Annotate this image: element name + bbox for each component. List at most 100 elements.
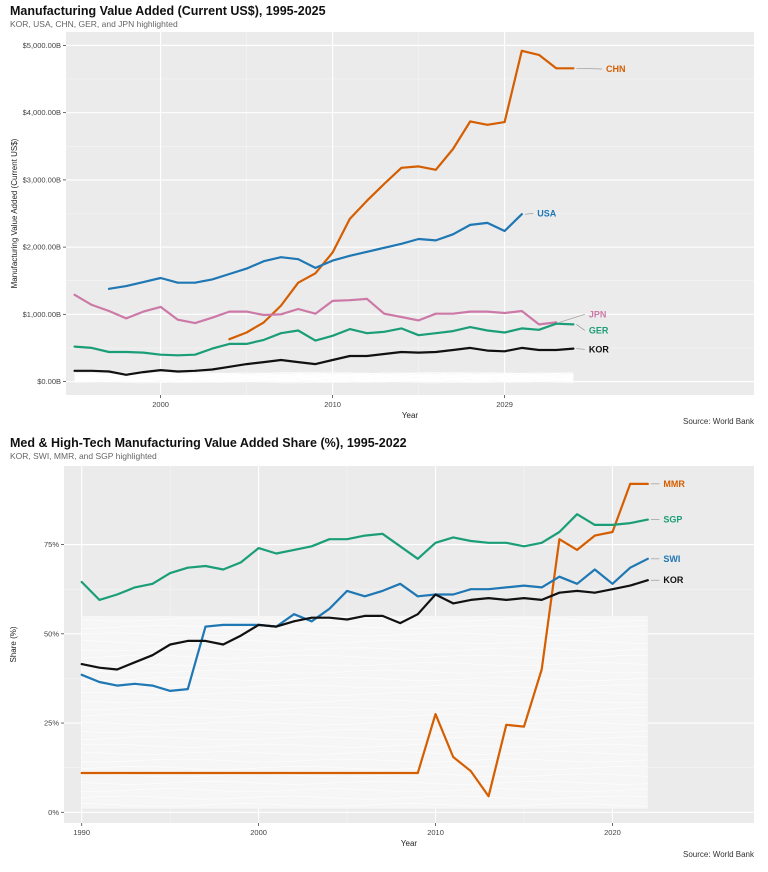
series-chn: CHN [228, 49, 626, 341]
data-point [80, 581, 83, 583]
data-point [98, 666, 101, 669]
data-point [486, 329, 489, 332]
background-series-line [81, 677, 648, 681]
data-point [310, 620, 313, 623]
data-point [245, 267, 248, 270]
data-point [293, 620, 295, 623]
data-point [159, 369, 162, 371]
y-tick-label: $0.00B [37, 377, 61, 386]
data-point [538, 323, 540, 326]
data-point [593, 568, 596, 571]
data-point [186, 640, 189, 642]
data-point [222, 772, 225, 774]
data-point [262, 339, 265, 341]
data-point [280, 359, 282, 361]
data-point [646, 483, 649, 485]
data-point [228, 310, 231, 313]
data-point [297, 258, 300, 261]
data-point [555, 349, 558, 351]
chart-subtitle: KOR, SWI, MMR, and SGP highlighted [10, 451, 157, 461]
data-point [572, 323, 575, 326]
data-point [194, 353, 196, 356]
data-point [159, 277, 162, 279]
data-point [346, 590, 348, 592]
data-point [540, 541, 543, 544]
x-tick-label: 1990 [73, 828, 90, 837]
data-point [186, 566, 189, 569]
data-point [520, 213, 523, 216]
data-point [116, 684, 118, 687]
data-point [169, 643, 172, 646]
background-series-line [81, 721, 648, 726]
background-series-line [81, 662, 648, 667]
data-point [159, 306, 162, 308]
series-label: SGP [663, 515, 682, 525]
y-tick-label: $3,000.00B [23, 175, 61, 184]
data-point [280, 256, 282, 259]
data-point [487, 588, 490, 591]
background-series-line [74, 378, 574, 383]
data-point [629, 522, 632, 524]
data-point [297, 308, 300, 310]
background-series-line [81, 751, 648, 755]
data-point [470, 588, 472, 591]
background-series-line [81, 803, 648, 807]
data-point [310, 545, 313, 548]
series-kor: KOR [80, 575, 684, 671]
data-point [328, 607, 331, 610]
data-point [434, 332, 437, 335]
data-point [593, 591, 596, 594]
x-tick-label: 2029 [496, 400, 513, 409]
data-point [297, 361, 300, 363]
data-point [125, 351, 128, 353]
data-point [80, 673, 83, 676]
y-axis-label: Share (%) [9, 626, 18, 662]
data-point [240, 561, 242, 564]
data-point [505, 723, 508, 726]
data-point [417, 351, 420, 354]
background-series-line [74, 379, 574, 384]
data-point [228, 273, 231, 275]
label-leader-line [524, 213, 534, 215]
data-point [346, 618, 348, 621]
data-point [555, 322, 558, 325]
data-point [523, 584, 525, 587]
data-point [363, 772, 366, 774]
data-point [452, 148, 454, 150]
data-point [262, 314, 265, 316]
data-point [169, 690, 172, 692]
data-point [520, 347, 523, 349]
data-point [452, 602, 455, 605]
data-point [73, 293, 76, 296]
data-point [194, 322, 196, 324]
data-point [417, 319, 420, 322]
data-point [176, 370, 179, 373]
data-point [576, 513, 578, 516]
data-point [470, 540, 472, 542]
data-point [538, 328, 540, 331]
data-point [169, 772, 172, 774]
x-tick-label: 2010 [427, 828, 444, 837]
data-point [503, 331, 506, 334]
data-point [142, 310, 145, 313]
data-point [381, 615, 384, 617]
series-label: KOR [589, 344, 610, 354]
data-point [416, 595, 419, 598]
data-point [194, 281, 196, 284]
data-point [611, 531, 614, 533]
series-mmr: MMR [80, 479, 685, 798]
data-point [505, 599, 508, 601]
background-series-line [81, 699, 648, 704]
data-point [520, 310, 523, 312]
data-point [538, 54, 540, 56]
data-point [417, 334, 420, 337]
background-series-line [81, 758, 648, 763]
background-series-line [81, 714, 648, 718]
data-point [142, 371, 145, 373]
data-point [400, 327, 403, 330]
data-point [576, 549, 578, 551]
series-sgp: SGP [80, 513, 682, 601]
y-tick-label: 75% [44, 540, 59, 549]
data-point [487, 541, 490, 544]
data-point [611, 582, 614, 585]
